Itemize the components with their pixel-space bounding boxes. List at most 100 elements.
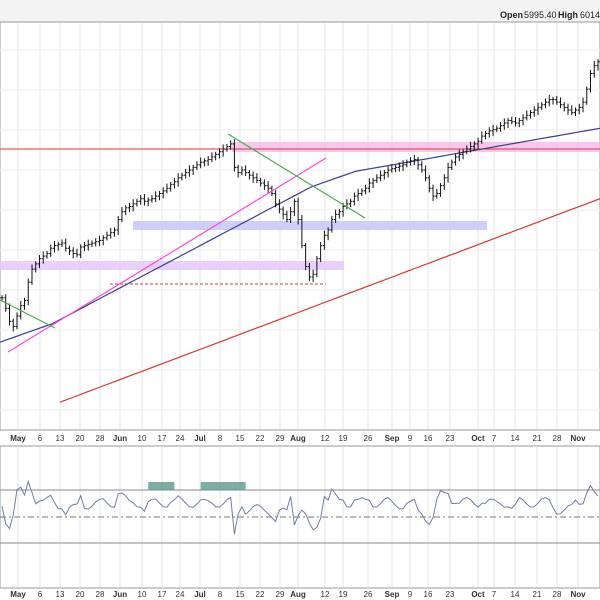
date-tick-label: 26 [364,590,373,599]
price-bar [150,195,154,203]
price-bar [165,183,169,194]
price-date-axis: May 6 13 20 28 Jun 10 17 24 Jul 8 15 22 29 Aug 12 19 26 Se… [10,434,586,443]
price-bar [371,177,375,188]
price-bar [281,206,285,220]
price-bar [453,153,458,166]
price-bar [67,245,72,256]
date-tick-label: 19 [339,590,348,599]
green-early-trend-line [0,299,56,329]
price-bar [375,174,379,184]
price-overlays [0,142,600,285]
price-panel [0,21,600,431]
price-bar [45,250,49,259]
price-bar [360,188,364,197]
price-bar [525,110,529,121]
price-bar [195,161,199,170]
price-bar [97,235,102,246]
magenta-uptrend-line [7,157,327,353]
price-bar [558,97,563,109]
price-bar [221,144,225,157]
price-bar [41,251,45,264]
price-bar [442,174,446,190]
price-bar [187,165,192,177]
price-bars [0,59,600,332]
price-bar [401,160,405,172]
price-bar [506,117,510,128]
price-bar [266,180,270,194]
price-bar [300,214,304,249]
price-bar [60,239,64,247]
price-bar [472,141,476,151]
price-bar [495,125,499,133]
price-bar [116,215,120,235]
date-tick-label: 22 [256,590,265,599]
open-value: 5995.40 [524,10,557,20]
price-bar [112,227,117,237]
date-tick-label: 24 [176,434,185,443]
date-tick-label: 28 [96,434,105,443]
price-bar [352,192,356,206]
price-bar [277,199,281,214]
date-tick-label: 8 [218,590,223,599]
price-bar [438,183,443,197]
date-tick-label: 9 [408,590,413,599]
price-bar [75,248,79,258]
price-bar [483,130,488,140]
price-bar [585,86,589,105]
price-bar [420,161,424,173]
support-zone-upper [133,221,487,230]
price-bar [528,110,533,119]
date-tick-label: 15 [236,434,245,443]
date-tick-label: 29 [276,434,285,443]
date-tick-label: 10 [138,590,147,599]
price-bar [405,159,409,168]
price-bar [461,149,465,160]
date-tick-label: Oct [471,590,485,599]
price-bar [90,240,94,247]
price-bar [315,256,319,277]
price-bar [573,107,578,116]
date-tick-label: 24 [176,590,185,599]
support-zone-lower [0,261,344,270]
chart-header-band [0,0,600,22]
price-bar [64,238,68,252]
date-tick-label: 7 [492,590,497,599]
price-bar [431,184,435,202]
date-tick-label: 28 [553,434,562,443]
price-bar [570,105,574,116]
price-bar [154,191,158,203]
date-tick-label: 20 [76,434,85,443]
price-bar [26,278,30,306]
price-bar [334,209,338,223]
price-bar [259,177,263,187]
date-tick-label: 26 [364,434,373,443]
price-bar [435,188,439,199]
price-bar [0,295,4,301]
price-bar [566,103,570,115]
date-tick-label: 10 [138,434,147,443]
price-bar [101,235,105,246]
price-bar [262,179,266,190]
price-bar [588,69,593,93]
price-bar [577,103,581,115]
price-bar [236,164,240,178]
price-bar [296,197,300,225]
price-bar [109,227,113,239]
date-tick-label: 16 [424,590,433,599]
price-bar [562,102,566,112]
price-bar [513,117,518,127]
price-bar [311,269,315,282]
price-bar [240,166,244,176]
price-bar [247,170,251,180]
price-bar [349,198,353,208]
price-bar [232,139,237,172]
date-tick-label: 14 [511,434,520,443]
price-bar [49,244,53,257]
date-tick-label: 19 [339,434,348,443]
price-bar [319,242,323,263]
price-bar [517,117,521,128]
price-bar [363,184,368,195]
price-bar [206,155,210,166]
date-tick-label: 23 [446,434,455,443]
date-tick-label: 12 [321,590,330,599]
